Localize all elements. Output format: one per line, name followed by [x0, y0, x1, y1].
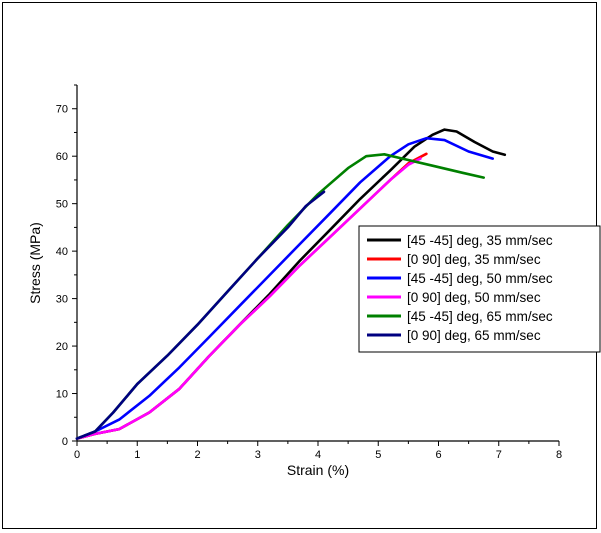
- x-tick-label: 0: [74, 449, 80, 461]
- x-tick-label: 1: [134, 449, 140, 461]
- axes: 0 1 2 3 4 5 6 7 8 0 10 20 30 40 50 60 70: [56, 84, 562, 461]
- y-tick-label: 30: [56, 294, 68, 306]
- x-axis-label: Strain (%): [287, 462, 349, 478]
- legend-label: [45 -45] deg, 65 mm/sec: [407, 309, 553, 324]
- x-tick-label: 2: [194, 449, 200, 461]
- series-line-6: [75, 190, 326, 440]
- legend-label: [0 90] deg, 35 mm/sec: [407, 252, 541, 267]
- legend-label: [45 -45] deg, 50 mm/sec: [407, 271, 553, 286]
- legend-label: [45 -45] deg, 35 mm/sec: [407, 233, 553, 248]
- y-tick-label: 10: [56, 389, 68, 401]
- y-tick-label: 70: [56, 104, 68, 116]
- x-tick-label: 6: [435, 449, 441, 461]
- y-tick-label: 20: [56, 341, 68, 353]
- legend-box: [358, 225, 601, 353]
- legend-label: [0 90] deg, 50 mm/sec: [407, 290, 541, 305]
- x-tick-label: 8: [556, 449, 562, 461]
- y-tick-label: 50: [56, 199, 68, 211]
- x-tick-label: 3: [255, 449, 261, 461]
- x-tick-label: 7: [496, 449, 502, 461]
- y-tick-label: 60: [56, 151, 68, 163]
- legend-label: [0 90] deg, 65 mm/sec: [407, 328, 541, 343]
- data-series: [75, 128, 507, 440]
- series-line-3: [75, 136, 494, 440]
- x-tick-label: 4: [315, 449, 321, 461]
- x-tick-label: 5: [375, 449, 381, 461]
- y-tick-label: 0: [62, 436, 68, 448]
- series-line-4: [75, 157, 422, 440]
- y-axis-label: Stress (MPa): [27, 222, 43, 304]
- y-tick-label: 40: [56, 246, 68, 258]
- legend: [45 -45] deg, 35 mm/sec [0 90] deg, 35 mm…: [358, 225, 601, 353]
